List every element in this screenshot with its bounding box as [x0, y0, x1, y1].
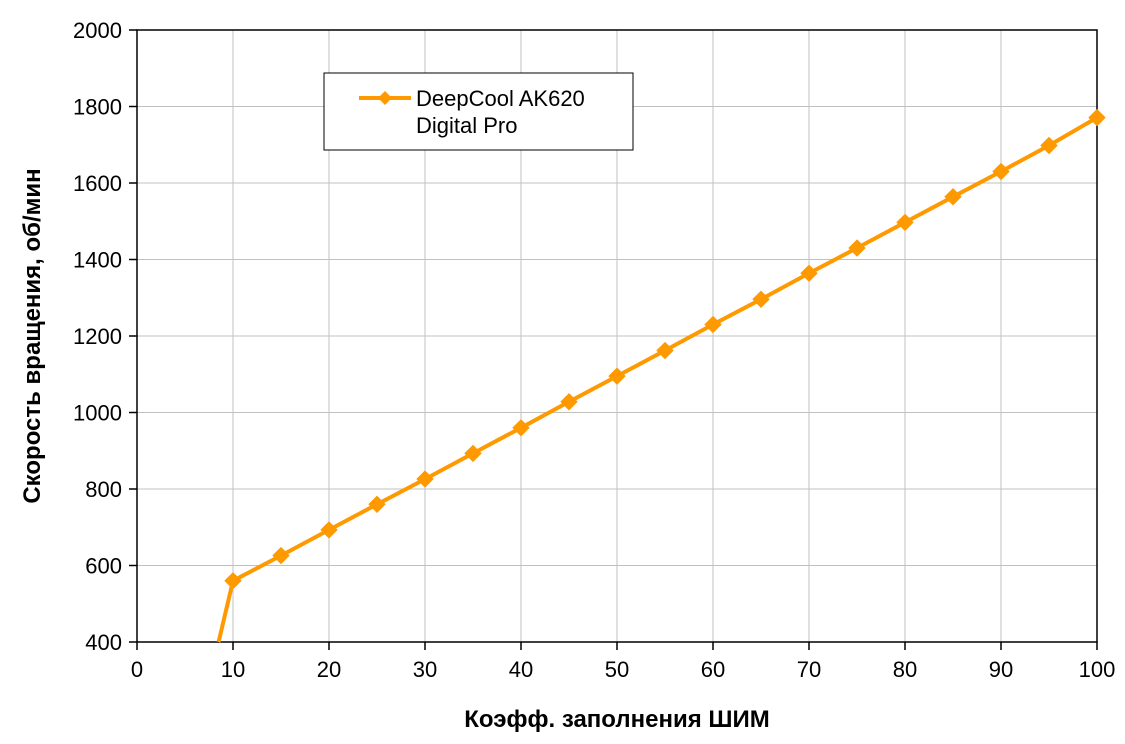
- x-tick-label-60: 60: [701, 657, 725, 682]
- y-tick-label-1600: 1600: [73, 171, 122, 196]
- data-point-100: [1088, 108, 1106, 127]
- data-point-80: [896, 213, 914, 232]
- data-point-40: [512, 419, 530, 437]
- y-tick-label-1800: 1800: [73, 95, 122, 120]
- x-tick-label-50: 50: [605, 657, 629, 682]
- x-tick-label-10: 10: [221, 657, 245, 682]
- data-point-50: [608, 367, 626, 385]
- y-tick-label-1200: 1200: [73, 324, 122, 349]
- data-point-75: [848, 239, 866, 257]
- series-line-0: [216, 115, 1099, 643]
- data-point-15: [272, 546, 290, 565]
- legend-box: [323, 72, 634, 151]
- x-tick-label-80: 80: [893, 657, 917, 682]
- y-tick-label-800: 800: [85, 477, 122, 502]
- data-point-45: [560, 393, 578, 411]
- data-point-30: [416, 470, 434, 488]
- x-tick-label-90: 90: [989, 657, 1013, 682]
- x-tick-label-0: 0: [131, 657, 143, 682]
- y-tick-label-400: 400: [85, 630, 122, 655]
- axis-ticks: [129, 29, 1098, 650]
- data-point-70: [800, 264, 818, 282]
- data-point-35: [464, 444, 482, 463]
- x-tick-labels: 0 10 20 30 40 50 60 70 80 90 100: [131, 657, 1115, 682]
- legend: DeepCool AK620 Digital Pro: [323, 72, 634, 151]
- data-point-55: [656, 341, 674, 360]
- legend-marker: [378, 91, 392, 105]
- y-tick-label-1000: 1000: [73, 401, 122, 426]
- y-tick-label-2000: 2000: [73, 18, 122, 43]
- data-point-10: [224, 572, 242, 590]
- y-tick-label-600: 600: [85, 554, 122, 579]
- series-layer: [216, 108, 1106, 643]
- legend-label-line-2: Digital Pro: [416, 113, 517, 138]
- data-point-90: [992, 162, 1010, 181]
- y-tick-label-1400: 1400: [73, 248, 122, 273]
- x-tick-label-100: 100: [1079, 657, 1116, 682]
- x-tick-label-20: 20: [317, 657, 341, 682]
- data-point-95: [1040, 136, 1058, 155]
- x-tick-label-40: 40: [509, 657, 533, 682]
- data-point-25: [368, 495, 386, 514]
- data-point-85: [944, 188, 962, 206]
- y-axis-title: Скорость вращения, об/мин: [19, 168, 46, 503]
- x-tick-label-30: 30: [413, 657, 437, 682]
- data-point-65: [752, 290, 770, 308]
- legend-label-line-1: DeepCool AK620: [416, 86, 585, 111]
- x-tick-label-70: 70: [797, 657, 821, 682]
- data-point-20: [320, 521, 338, 539]
- x-axis-title: Коэфф. заполнения ШИМ: [464, 706, 769, 733]
- y-tick-labels: 400 600 800 1000 1200 1400 1600 1800 2000: [73, 18, 122, 655]
- data-point-60: [704, 315, 722, 334]
